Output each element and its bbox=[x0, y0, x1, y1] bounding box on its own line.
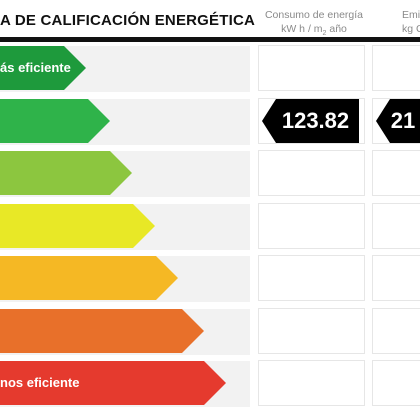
emisiones-cell bbox=[372, 150, 420, 196]
consumo-header-line1: Consumo de energía bbox=[264, 9, 364, 21]
most-efficient-label: ás eficiente bbox=[0, 60, 71, 75]
rating-bar bbox=[0, 99, 110, 143]
rating-bar bbox=[0, 46, 86, 90]
emisiones-value: 21 bbox=[390, 108, 416, 133]
emisiones-cell bbox=[372, 203, 420, 249]
header-rule bbox=[0, 37, 420, 42]
consumo-header-line2: kW h / m2 año bbox=[281, 23, 347, 38]
consumo-cell bbox=[258, 150, 365, 196]
consumo-cell bbox=[258, 308, 365, 354]
emisiones-header-line1: Emi bbox=[402, 9, 420, 21]
emisiones-cell bbox=[372, 45, 420, 91]
least-efficient-label: nos eficiente bbox=[0, 375, 80, 390]
page-title: A DE CALIFICACIÓN ENERGÉTICA bbox=[0, 12, 256, 29]
emisiones-tag bbox=[376, 99, 420, 143]
rating-bar bbox=[0, 204, 155, 248]
consumo-cell bbox=[258, 203, 365, 249]
emisiones-cell bbox=[372, 255, 420, 301]
rating-bar bbox=[0, 151, 132, 195]
rating-bar bbox=[0, 256, 178, 300]
emisiones-column-header: Emi kg CO2 bbox=[374, 8, 420, 41]
consumo-cell bbox=[258, 45, 365, 91]
rating-bar bbox=[0, 361, 226, 405]
emisiones-cell bbox=[372, 308, 420, 354]
emisiones-header-line2: kg CO2 bbox=[402, 23, 420, 35]
rating-bar bbox=[0, 309, 204, 353]
emisiones-cell bbox=[372, 360, 420, 406]
consumo-column-header: Consumo de energía kW h / m2 año bbox=[258, 8, 370, 41]
consumo-tag bbox=[262, 99, 359, 143]
consumo-cell bbox=[258, 360, 365, 406]
consumo-value: 123.82 bbox=[281, 108, 350, 133]
consumo-cell bbox=[258, 255, 365, 301]
